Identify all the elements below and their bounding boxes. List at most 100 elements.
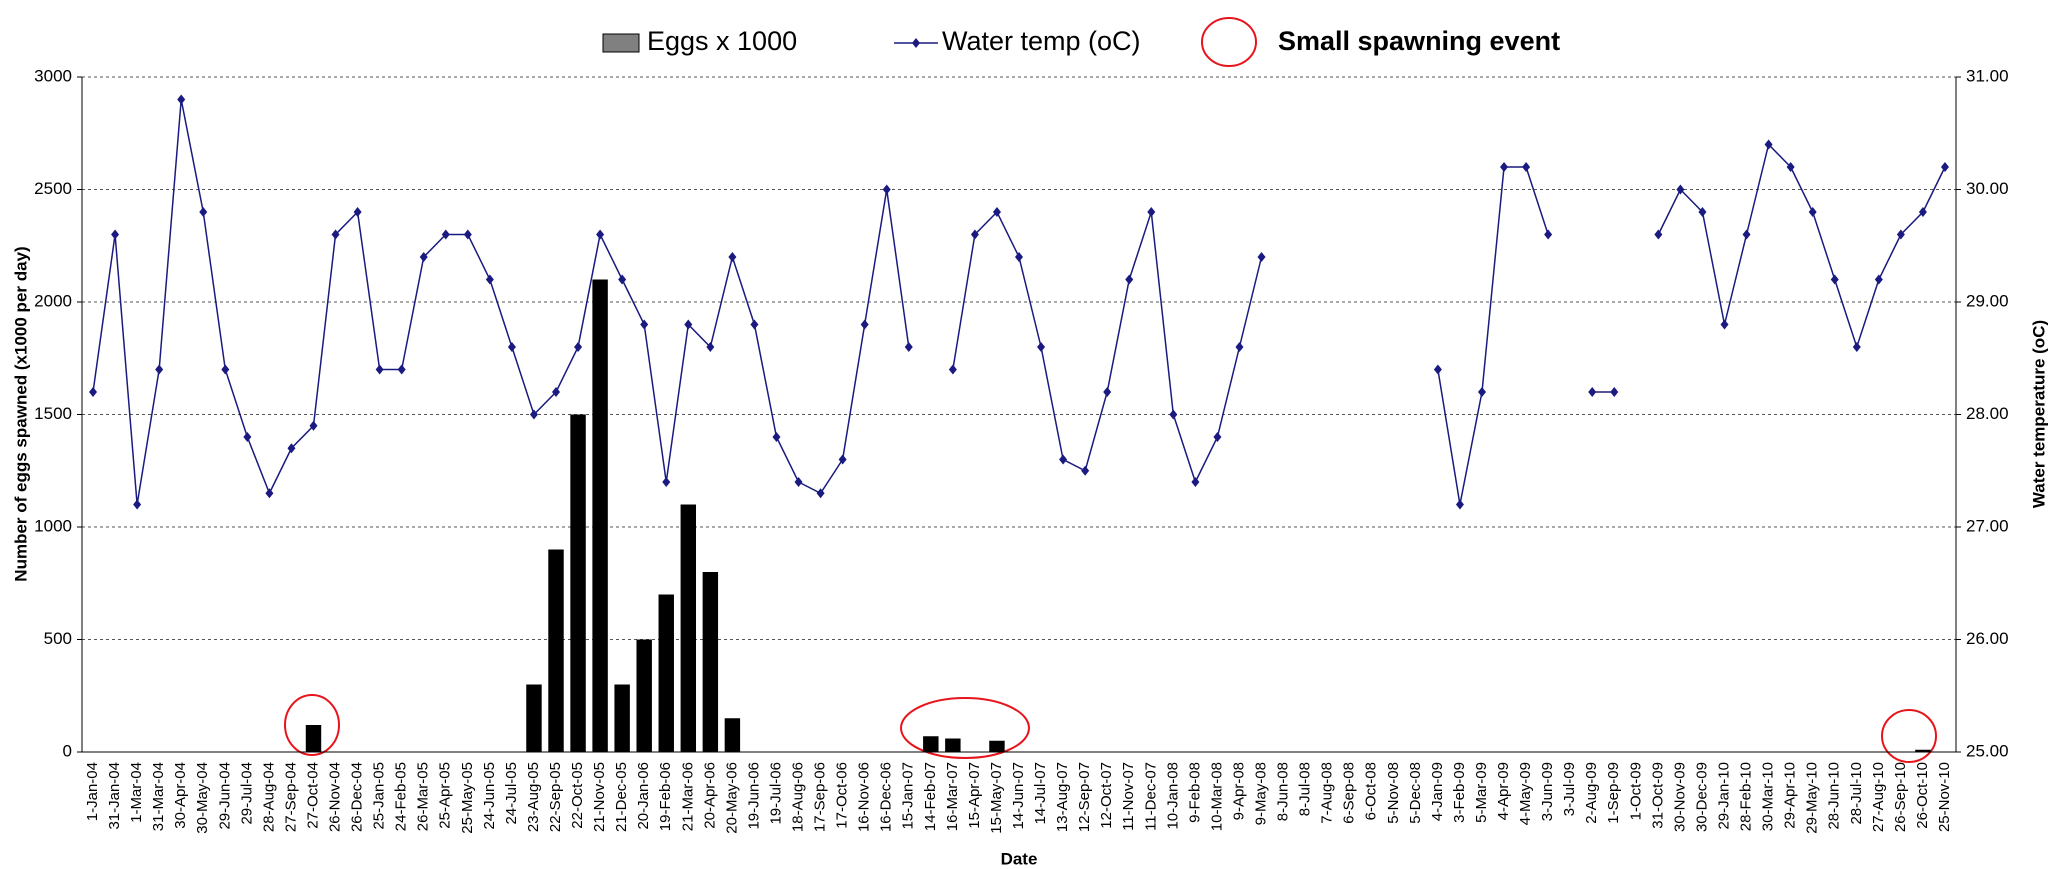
x-tick-label: 30-Mar-10 xyxy=(1760,762,1777,831)
x-tick-label: 19-Jun-06 xyxy=(745,762,762,830)
x-tick-label: 26-Mar-05 xyxy=(415,762,432,831)
marker xyxy=(1720,319,1729,330)
x-tick-label: 31-Mar-04 xyxy=(150,762,167,831)
marker xyxy=(772,432,781,442)
x-tick-label: 21-Dec-05 xyxy=(613,762,630,832)
marker xyxy=(1257,252,1266,262)
x-tick-label: 30-Dec-09 xyxy=(1693,762,1710,832)
x-tick-label: 14-Feb-07 xyxy=(922,762,939,831)
x-tick-label: 8-Jun-08 xyxy=(1275,762,1292,821)
x-tick-label: 28-Aug-04 xyxy=(260,762,277,832)
marker xyxy=(882,184,891,195)
marker xyxy=(1786,162,1795,172)
marker xyxy=(419,252,428,262)
bar xyxy=(702,572,719,752)
x-tick-label: 29-Jul-04 xyxy=(238,762,255,825)
bar xyxy=(680,504,697,752)
marker xyxy=(287,443,296,454)
x-tick-label: 9-Apr-08 xyxy=(1230,762,1247,820)
x-tick-label: 6-Sep-08 xyxy=(1341,762,1358,824)
spawn-circle xyxy=(284,694,340,756)
x-tick-label: 8-Jul-08 xyxy=(1297,762,1314,816)
bar xyxy=(570,414,586,752)
marker xyxy=(133,499,142,510)
x-tick-label: 26-Oct-10 xyxy=(1914,762,1931,829)
x-tick-label: 29-Jun-04 xyxy=(216,762,233,830)
x-tick-label: 27-Sep-04 xyxy=(282,762,299,832)
marker xyxy=(529,409,538,420)
marker xyxy=(574,342,583,352)
line xyxy=(1437,166,1549,505)
marker xyxy=(1059,454,1068,465)
x-tick-label: 15-Jan-07 xyxy=(900,762,917,830)
x-tick-label: 5-Dec-08 xyxy=(1407,762,1424,824)
bar xyxy=(945,738,961,752)
x-tick-label: 22-Sep-05 xyxy=(547,762,564,832)
y2-tick-label: 29.00 xyxy=(1966,291,2009,310)
x-tick-label: 5-Nov-08 xyxy=(1385,762,1402,824)
marker xyxy=(1500,162,1509,172)
y2-tick-label: 27.00 xyxy=(1966,516,2009,535)
marker xyxy=(309,420,318,431)
x-tick-label: 17-Sep-06 xyxy=(812,762,829,832)
x-tick-label: 12-Oct-07 xyxy=(1098,762,1115,829)
marker xyxy=(1698,207,1707,217)
x-tick-label: 15-Apr-07 xyxy=(966,762,983,829)
marker xyxy=(970,229,979,240)
marker xyxy=(111,229,120,240)
x-tick-label: 31-Oct-09 xyxy=(1649,762,1666,829)
x-tick-label: 28-Jul-10 xyxy=(1848,762,1865,825)
bar xyxy=(724,718,741,752)
x-tick-label: 6-Oct-08 xyxy=(1363,762,1380,820)
x-tick-label: 16-Mar-07 xyxy=(944,762,961,831)
line xyxy=(1657,143,1946,350)
marker xyxy=(89,387,98,397)
bar xyxy=(614,684,630,752)
marker xyxy=(463,229,472,240)
x-tick-label: 2-Aug-09 xyxy=(1583,762,1600,824)
bar xyxy=(592,279,608,752)
x-tick-label: 26-Sep-10 xyxy=(1892,762,1909,832)
spawn-circle xyxy=(900,697,1030,759)
y-tick-label: 1500 xyxy=(34,404,72,423)
x-tick-label: 5-Mar-09 xyxy=(1473,762,1490,823)
bar xyxy=(989,740,1005,752)
x-tick-label: 24-Feb-05 xyxy=(393,762,410,831)
x-tick-label: 3-Feb-09 xyxy=(1451,762,1468,823)
x-tick-label: 12-Sep-07 xyxy=(1076,762,1093,832)
marker xyxy=(1433,364,1442,375)
y2-tick-label: 28.00 xyxy=(1966,404,2009,423)
x-tick-label: 10-Mar-08 xyxy=(1208,762,1225,831)
marker xyxy=(155,364,164,375)
y2-tick-label: 25.00 xyxy=(1966,741,2009,760)
x-tick-label: 21-Mar-06 xyxy=(679,762,696,831)
marker xyxy=(1940,162,1949,172)
marker xyxy=(1455,499,1464,510)
marker xyxy=(1654,229,1663,240)
x-tick-label: 16-Nov-06 xyxy=(856,762,873,832)
x-tick-label: 30-Apr-04 xyxy=(172,762,189,829)
x-tick-label: 25-Apr-05 xyxy=(437,762,454,829)
marker xyxy=(243,432,252,442)
x-tick-label: 27-Oct-04 xyxy=(304,762,321,829)
marker xyxy=(441,229,450,240)
x-tick-label: 24-Jun-05 xyxy=(481,762,498,830)
x-tick-label: 26-Nov-04 xyxy=(327,762,344,832)
x-tick-label: 3-Jun-09 xyxy=(1539,762,1556,821)
marker xyxy=(1235,342,1244,352)
annotation-legend: Small spawning event xyxy=(1278,26,1560,56)
marker xyxy=(1147,207,1156,217)
x-tick-label: 30-Nov-09 xyxy=(1671,762,1688,832)
x-tick-label: 20-Apr-06 xyxy=(701,762,718,829)
marker xyxy=(552,387,561,397)
marker xyxy=(1742,229,1751,240)
marker xyxy=(1764,139,1773,150)
x-tick-label: 24-Jul-05 xyxy=(503,762,520,825)
marker xyxy=(265,488,274,499)
x-tick-label: 25-Nov-10 xyxy=(1936,762,1953,832)
marker xyxy=(353,207,362,217)
x-tick-label: 29-Apr-10 xyxy=(1782,762,1799,829)
marker xyxy=(728,252,737,262)
marker xyxy=(750,319,759,330)
